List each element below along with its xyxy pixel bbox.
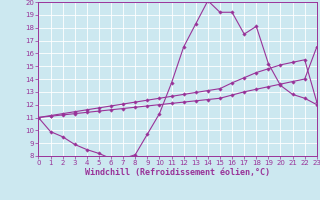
X-axis label: Windchill (Refroidissement éolien,°C): Windchill (Refroidissement éolien,°C) bbox=[85, 168, 270, 177]
